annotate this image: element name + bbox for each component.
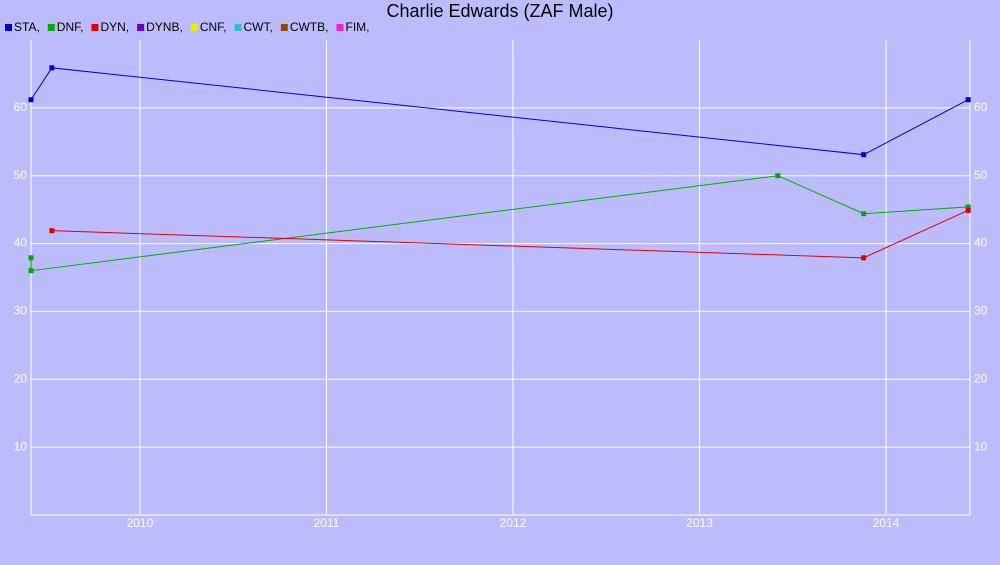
x-tick-label: 2013 bbox=[686, 516, 713, 530]
y2-tick-label: 60 bbox=[974, 100, 988, 114]
data-point bbox=[49, 228, 55, 234]
legend-label: CWT, bbox=[243, 20, 272, 34]
data-point bbox=[965, 97, 971, 103]
x-tick-label: 2012 bbox=[500, 516, 527, 530]
y-tick-label: 20 bbox=[14, 371, 28, 385]
y2-tick-label: 30 bbox=[974, 304, 988, 318]
y-tick-label: 40 bbox=[14, 236, 28, 250]
legend-label: CNF, bbox=[200, 20, 227, 34]
series-line bbox=[30, 67, 969, 156]
data-point bbox=[965, 204, 971, 210]
legend-swatch bbox=[190, 24, 198, 31]
legend-swatch bbox=[234, 24, 242, 31]
y-tick-label: 10 bbox=[14, 439, 28, 453]
data-point bbox=[28, 255, 34, 261]
legend-swatch bbox=[47, 24, 55, 31]
legend-label: DYNB, bbox=[146, 20, 183, 34]
y2-tick-label: 10 bbox=[974, 439, 988, 453]
data-point bbox=[28, 268, 34, 274]
data-point bbox=[28, 97, 34, 103]
data-point bbox=[861, 255, 867, 261]
legend-swatch bbox=[137, 24, 145, 31]
y2-tick-label: 40 bbox=[974, 236, 988, 250]
legend-label: CWTB, bbox=[290, 20, 329, 34]
legend-label: STA, bbox=[14, 20, 40, 34]
legend-label: DYN, bbox=[100, 20, 129, 34]
y-tick-label: 60 bbox=[14, 100, 28, 114]
data-point bbox=[775, 173, 781, 179]
x-tick-label: 2010 bbox=[127, 516, 154, 530]
legend-swatch bbox=[5, 24, 12, 31]
y2-tick-label: 50 bbox=[974, 168, 988, 182]
legend-label: FIM, bbox=[345, 20, 369, 34]
data-point bbox=[861, 152, 867, 158]
data-point bbox=[49, 65, 55, 71]
legend-swatch bbox=[336, 24, 344, 31]
data-point bbox=[861, 211, 867, 217]
chart-title: Charlie Edwards (ZAF Male) bbox=[386, 1, 613, 21]
y-tick-label: 50 bbox=[14, 168, 28, 182]
data-point bbox=[965, 207, 971, 213]
x-tick-label: 2014 bbox=[873, 516, 900, 530]
y-tick-label: 30 bbox=[14, 304, 28, 318]
legend-swatch bbox=[91, 24, 99, 31]
x-tick-label: 2011 bbox=[314, 516, 340, 530]
y2-tick-label: 20 bbox=[974, 371, 988, 385]
legend-swatch bbox=[280, 24, 288, 31]
legend-label: DNF, bbox=[57, 20, 84, 34]
